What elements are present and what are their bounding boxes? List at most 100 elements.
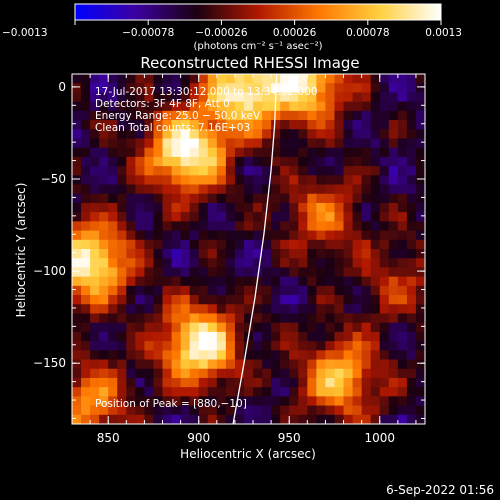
heatmap-cell: [298, 230, 308, 241]
heatmap-cell: [180, 74, 191, 84]
heatmap-cell: [90, 414, 100, 424]
heatmap-cell: [280, 304, 290, 314]
heatmap-cell: [343, 249, 353, 259]
heatmap-cell: [397, 202, 408, 213]
heatmap-cell: [171, 331, 182, 342]
heatmap-cell: [316, 341, 326, 351]
heatmap-cell: [243, 166, 254, 176]
heatmap-cell: [108, 295, 118, 305]
heatmap-cell: [253, 83, 263, 93]
heatmap-cell: [361, 138, 372, 149]
heatmap-cell: [153, 129, 163, 139]
heatmap-cell: [262, 249, 272, 259]
heatmap-cell: [198, 230, 209, 241]
heatmap-cell: [280, 341, 290, 351]
heatmap-cell: [406, 202, 417, 213]
heatmap-cell: [370, 267, 381, 278]
heatmap-cell: [397, 414, 408, 424]
heatmap-cell: [117, 175, 127, 185]
heatmap-cell: [72, 221, 82, 231]
heatmap-cell: [81, 166, 91, 176]
heatmap-cell: [180, 120, 191, 130]
heatmap-cell: [216, 230, 227, 241]
heatmap-cell: [171, 359, 182, 370]
heatmap-cell: [415, 331, 425, 342]
heatmap-cell: [81, 424, 90, 434]
heatmap-cell: [144, 193, 154, 204]
heatmap-cell: [425, 240, 434, 250]
heatmap-cell: [90, 377, 100, 388]
heatmap-cell: [379, 175, 390, 185]
heatmap-cell: [289, 221, 299, 231]
heatmap-cell: [99, 331, 109, 342]
heatmap-cell: [153, 267, 163, 278]
heatmap-cell: [271, 285, 281, 296]
heatmap-cell: [352, 341, 363, 351]
heatmap-cell: [162, 295, 172, 305]
heatmap-cell: [126, 120, 136, 130]
heatmap-cell: [289, 267, 299, 278]
heatmap-cell: [406, 166, 417, 176]
heatmap-cell: [216, 285, 227, 296]
heatmap-cell: [253, 101, 263, 112]
heatmap-cell: [225, 304, 236, 314]
heatmap-cell: [388, 350, 399, 360]
heatmap-cell: [298, 239, 308, 250]
heatmap-cell: [198, 156, 209, 167]
heatmap-cell: [162, 368, 172, 379]
heatmap-cell: [216, 74, 227, 84]
heatmap-cell: [406, 110, 417, 121]
heatmap-cell: [162, 285, 172, 296]
heatmap-cell: [361, 322, 372, 333]
heatmap-cell: [90, 74, 100, 84]
heatmap-cell: [90, 92, 100, 103]
heatmap-cell: [298, 414, 308, 424]
heatmap-cell: [415, 184, 425, 195]
heatmap-cell: [162, 212, 172, 222]
heatmap-cell: [280, 184, 290, 195]
heatmap-cell: [262, 295, 272, 305]
heatmap-cell: [280, 129, 290, 139]
heatmap-cell: [425, 313, 434, 323]
heatmap-cell: [253, 424, 262, 434]
heatmap-cell: [343, 377, 353, 388]
heatmap-cell: [108, 285, 118, 296]
heatmap-cell: [126, 193, 136, 204]
heatmap-cell: [325, 267, 335, 278]
heatmap-cell: [253, 212, 263, 222]
heatmap-cell: [271, 129, 281, 139]
heatmap-cell: [108, 258, 118, 268]
heatmap-cell: [316, 322, 326, 333]
heatmap-cell: [397, 230, 408, 241]
heatmap-cell: [189, 341, 200, 351]
heatmap-cell: [126, 304, 136, 314]
heatmap-cell: [343, 359, 353, 370]
heatmap-cell: [343, 313, 353, 324]
heatmap-cell: [379, 74, 390, 84]
heatmap-cell: [253, 239, 263, 250]
heatmap-cell: [117, 341, 127, 351]
heatmap-cell: [370, 138, 381, 149]
heatmap-cell: [262, 74, 272, 84]
heatmap-cell: [280, 258, 290, 268]
heatmap-cell: [171, 74, 182, 84]
heatmap-cell: [108, 83, 118, 93]
heatmap-cell: [126, 202, 136, 213]
heatmap-cell: [126, 258, 136, 268]
heatmap-cell: [126, 285, 136, 296]
heatmap-cell: [253, 175, 263, 185]
heatmap-cell: [207, 249, 218, 259]
heatmap-cell: [216, 83, 227, 93]
heatmap-cell: [99, 396, 109, 406]
heatmap-cell: [144, 304, 154, 314]
heatmap-cell: [180, 387, 191, 397]
heatmap-cell: [271, 313, 281, 324]
heatmap-cell: [307, 175, 317, 185]
heatmap-cell: [388, 156, 399, 167]
heatmap-cell: [189, 258, 200, 268]
heatmap-cell: [398, 424, 407, 434]
heatmap-cell: [234, 276, 245, 287]
heatmap-cell: [180, 212, 191, 222]
heatmap-cell: [271, 341, 281, 351]
heatmap-cell: [171, 138, 182, 149]
